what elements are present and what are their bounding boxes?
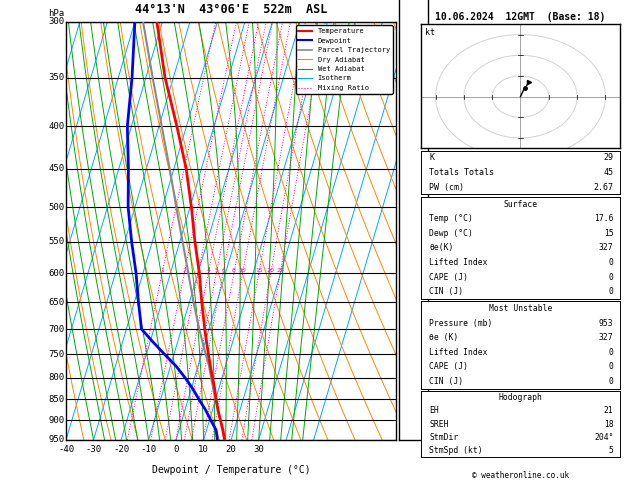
Text: 600: 600 [48,269,64,278]
Text: Pressure (mb): Pressure (mb) [430,319,493,328]
Text: 5: 5 [214,268,218,273]
Text: 44°13'N  43°06'E  522m  ASL: 44°13'N 43°06'E 522m ASL [135,2,327,16]
Text: 500: 500 [48,203,64,211]
Text: CIN (J): CIN (J) [430,287,464,296]
Text: Totals Totals: Totals Totals [430,168,494,177]
Text: 10.06.2024  12GMT  (Base: 18): 10.06.2024 12GMT (Base: 18) [435,12,606,22]
Text: EH: EH [430,406,439,416]
Text: 327: 327 [599,243,614,252]
Text: 0: 0 [609,287,614,296]
Text: Lifted Index: Lifted Index [430,348,488,357]
Text: 2.67: 2.67 [594,183,614,191]
Text: StmDir: StmDir [430,433,459,442]
Text: 300: 300 [48,17,64,26]
Text: 18: 18 [604,419,614,429]
Text: 10: 10 [198,445,209,454]
Text: 1: 1 [160,268,164,273]
Text: 850: 850 [48,395,64,404]
Text: 17.6: 17.6 [594,214,614,223]
Text: 8: 8 [232,268,236,273]
Text: 21: 21 [604,406,614,416]
Text: 3: 3 [196,268,200,273]
Text: 327: 327 [599,333,614,342]
Text: Dewpoint / Temperature (°C): Dewpoint / Temperature (°C) [152,465,311,475]
Text: 15: 15 [604,229,614,238]
Text: -20: -20 [113,445,129,454]
Text: 0: 0 [609,377,614,386]
Text: 900: 900 [48,416,64,425]
Text: 400: 400 [48,122,64,131]
Text: 953: 953 [599,319,614,328]
Text: Surface: Surface [503,200,538,208]
Text: 350: 350 [48,73,64,82]
Text: 550: 550 [48,237,64,246]
Text: 950: 950 [48,435,64,444]
Text: 15: 15 [255,268,263,273]
Text: 0: 0 [609,348,614,357]
Text: -30: -30 [86,445,102,454]
Legend: Temperature, Dewpoint, Parcel Trajectory, Dry Adiabat, Wet Adiabat, Isotherm, Mi: Temperature, Dewpoint, Parcel Trajectory… [296,25,392,94]
Text: 0: 0 [609,258,614,267]
Text: StmSpd (kt): StmSpd (kt) [430,446,483,455]
Text: K: K [430,154,435,162]
Text: PW (cm): PW (cm) [430,183,464,191]
Text: 45: 45 [604,168,614,177]
Text: θe(K): θe(K) [430,243,454,252]
Text: © weatheronline.co.uk: © weatheronline.co.uk [472,471,569,480]
Text: 20: 20 [226,445,237,454]
Text: CAPE (J): CAPE (J) [430,363,469,371]
Text: 0: 0 [609,363,614,371]
Text: 0: 0 [609,273,614,281]
Text: 650: 650 [48,298,64,307]
Text: hPa: hPa [48,9,64,17]
Text: 20: 20 [267,268,275,273]
Text: 25: 25 [276,268,284,273]
Text: -40: -40 [58,445,74,454]
Text: -10: -10 [140,445,157,454]
Text: 4: 4 [206,268,210,273]
Text: 800: 800 [48,373,64,382]
Text: 450: 450 [48,164,64,174]
Text: θe (K): θe (K) [430,333,459,342]
Text: kt: kt [425,28,435,37]
Text: SREH: SREH [430,419,449,429]
Text: Lifted Index: Lifted Index [430,258,488,267]
Text: 29: 29 [604,154,614,162]
Text: 10: 10 [239,268,247,273]
Text: 204°: 204° [594,433,614,442]
Text: 700: 700 [48,325,64,333]
Text: Temp (°C): Temp (°C) [430,214,473,223]
Text: 30: 30 [253,445,264,454]
Text: Most Unstable: Most Unstable [489,304,552,313]
Text: 2: 2 [182,268,186,273]
Text: 0: 0 [174,445,179,454]
Text: 750: 750 [48,349,64,359]
Text: Hodograph: Hodograph [499,393,542,402]
Text: CIN (J): CIN (J) [430,377,464,386]
Text: Dewp (°C): Dewp (°C) [430,229,473,238]
Text: CAPE (J): CAPE (J) [430,273,469,281]
Text: 6: 6 [221,268,225,273]
Text: 5: 5 [609,446,614,455]
